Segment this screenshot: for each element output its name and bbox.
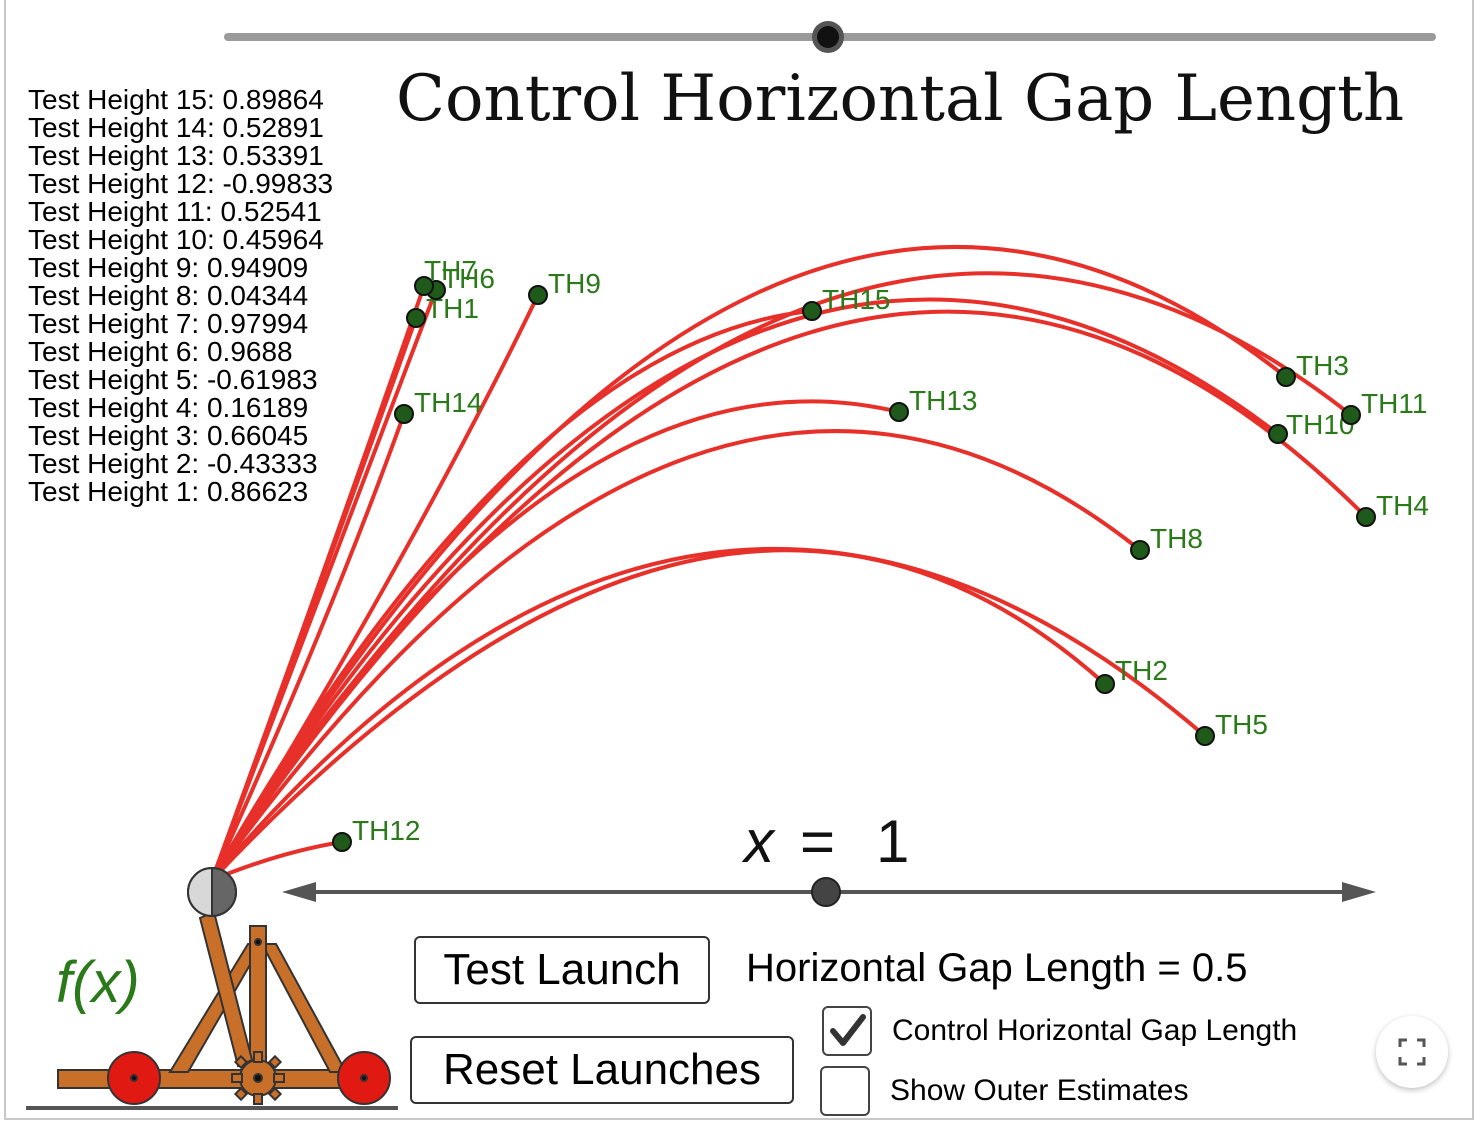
x-label-var: x — [741, 808, 776, 875]
trajectory-label-th12: TH12 — [352, 815, 420, 846]
trajectory-point-th11[interactable] — [1341, 405, 1361, 425]
trajectory-point-th4[interactable] — [1356, 507, 1376, 527]
trajectory-point-th14[interactable] — [394, 404, 414, 424]
test-height-item: Test Height 13: 0.53391 — [28, 140, 324, 171]
trajectory-point-th9[interactable] — [528, 285, 548, 305]
reset-launches-button[interactable]: Reset Launches — [410, 1036, 794, 1104]
top-slider-knob[interactable] — [817, 26, 839, 48]
trajectory-point-th3[interactable] — [1276, 367, 1296, 387]
test-height-item: Test Height 5: -0.61983 — [28, 364, 318, 395]
trajectory-label-th13: TH13 — [909, 385, 977, 416]
test-height-item: Test Height 15: 0.89864 — [28, 84, 324, 115]
fullscreen-button[interactable] — [1376, 1016, 1448, 1088]
trajectories — [210, 245, 1368, 882]
outer-estimates-checkbox[interactable] — [820, 1066, 870, 1116]
trajectory-th3 — [210, 245, 1288, 882]
catapult-icon — [57, 866, 391, 1105]
trajectory-point-th7[interactable] — [414, 276, 434, 296]
trajectory-label-th6: TH6 — [442, 263, 495, 294]
trajectory-th7 — [210, 285, 426, 881]
test-height-item: Test Height 8: 0.04344 — [28, 280, 309, 311]
x-label-value: 1 — [876, 808, 909, 875]
trajectory-th14 — [210, 413, 406, 881]
test-height-item: Test Height 10: 0.45964 — [28, 224, 324, 255]
trajectory-th10 — [210, 297, 1280, 882]
test-height-item: Test Height 6: 0.9688 — [28, 336, 293, 367]
x-label-eq: = — [800, 808, 835, 875]
fullscreen-icon — [1398, 1038, 1426, 1066]
trajectory-point-th8[interactable] — [1130, 540, 1150, 560]
trajectory-th13 — [210, 399, 900, 882]
test-height-item: Test Height 11: 0.52541 — [28, 196, 322, 227]
test-height-item: Test Height 12: -0.99833 — [28, 168, 334, 199]
trajectory-label-th2: TH2 — [1115, 655, 1168, 686]
page-title: Control Horizontal Gap Length — [396, 62, 1405, 136]
trajectory-label-th4: TH4 — [1376, 490, 1429, 521]
trajectory-label-th7: TH7 — [424, 255, 477, 286]
trajectory-label-th5: TH5 — [1215, 709, 1268, 740]
trajectory-th8 — [210, 429, 1142, 882]
trajectory-label-th11: TH11 — [1361, 388, 1427, 419]
trajectory-point-th1[interactable] — [406, 308, 426, 328]
control-gap-checkbox-label: Control Horizontal Gap Length — [892, 1014, 1298, 1047]
gap-length-readout: Horizontal Gap Length = 0.5 — [746, 946, 1248, 990]
trajectory-label-th8: TH8 — [1150, 523, 1203, 554]
trajectory-th4 — [210, 309, 1368, 882]
outer-estimates-checkbox-label: Show Outer Estimates — [890, 1074, 1189, 1107]
trajectory-point-th13[interactable] — [889, 402, 909, 422]
trajectory-point-th5[interactable] — [1195, 726, 1215, 746]
trajectory-points: TH1TH2TH3TH4TH5TH6TH7TH8TH9TH10TH11TH12T… — [332, 255, 1429, 852]
trajectory-label-th9: TH9 — [548, 268, 601, 299]
trajectory-th2 — [210, 548, 1107, 882]
test-height-item: Test Height 3: 0.66045 — [28, 420, 309, 451]
test-height-item: Test Height 2: -0.43333 — [28, 448, 318, 479]
trajectory-point-th15[interactable] — [802, 301, 822, 321]
control-gap-checkbox[interactable] — [822, 1006, 872, 1056]
control-gap-checkbox-row[interactable]: Control Horizontal Gap Length — [822, 1006, 1297, 1056]
test-height-item: Test Height 4: 0.16189 — [28, 392, 309, 423]
checkmark-icon — [830, 1014, 866, 1046]
trajectory-point-th12[interactable] — [332, 832, 352, 852]
trajectory-point-th10[interactable] — [1268, 424, 1288, 444]
trajectory-label-th15: TH15 — [822, 284, 890, 315]
test-height-item: Test Height 1: 0.86623 — [28, 476, 309, 507]
applet-frame — [4, 0, 1474, 1120]
trajectory-th11 — [210, 271, 1353, 882]
trajectory-th15 — [210, 309, 813, 881]
trajectory-label-th3: TH3 — [1296, 350, 1349, 381]
test-height-list: Test Height 15: 0.89864 Test Height 14: … — [28, 86, 333, 506]
trajectory-point-th2[interactable] — [1095, 674, 1115, 694]
gap-axis-right-arrow-icon — [1342, 882, 1376, 902]
gap-axis-left-arrow-icon — [282, 882, 316, 902]
fx-label: f(x) — [56, 950, 140, 1015]
test-height-item: Test Height 9: 0.94909 — [28, 252, 309, 283]
outer-estimates-checkbox-row[interactable]: Show Outer Estimates — [820, 1066, 1188, 1116]
test-launch-button[interactable]: Test Launch — [414, 936, 710, 1004]
trajectory-label-th14: TH14 — [414, 387, 482, 418]
trajectory-th5 — [210, 547, 1207, 882]
test-height-item: Test Height 14: 0.52891 — [28, 112, 324, 143]
gap-slider-knob[interactable] — [811, 877, 841, 907]
test-height-item: Test Height 7: 0.97994 — [28, 308, 309, 339]
